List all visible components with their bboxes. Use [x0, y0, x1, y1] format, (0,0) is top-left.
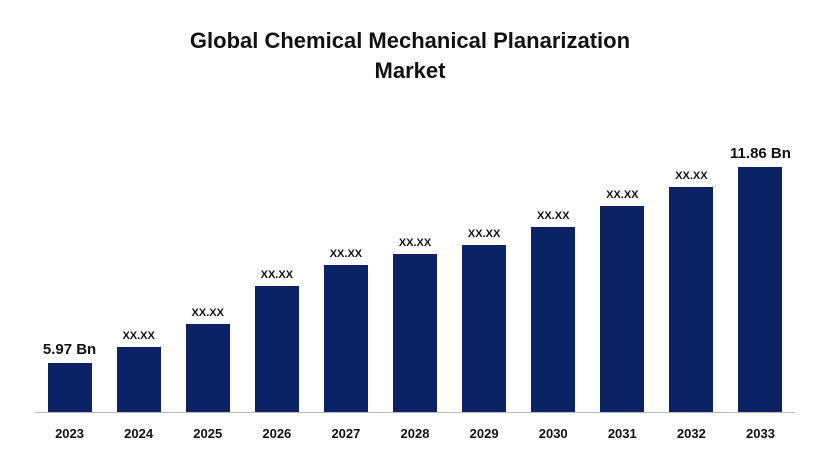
chart-title-line-1: Global Chemical Mechanical Planarization	[189, 28, 631, 53]
chart-title-line-2: Market	[374, 57, 446, 83]
x-axis-label-2033: 2033	[746, 426, 775, 441]
bar-2024	[116, 347, 161, 412]
bar-column-2027: XX.XX	[311, 248, 380, 412]
plot-area: 5.97 Bn XX.XX XX.XX XX.XX XX.XX XX.XX XX.XX XX.…	[35, 102, 795, 413]
bar-value-label-2030: XX.XX	[537, 210, 570, 222]
bar-2026	[254, 286, 299, 412]
x-axis-label-2028: 2028	[400, 426, 430, 441]
bar-value-label-2024: XX.XX	[122, 330, 155, 342]
bar-value-label-2032: XX.XX	[675, 170, 708, 182]
bar-value-label-2027: XX.XX	[329, 248, 363, 260]
bar-2023	[47, 363, 92, 412]
bar-2031	[600, 206, 645, 412]
x-axis-label-2026: 2026	[262, 426, 292, 441]
bar-2027	[323, 265, 368, 412]
bar-column-2030: XX.XX	[519, 210, 588, 412]
bar-value-label-2023: 5.97 Bn	[42, 341, 97, 358]
x-axis-label-2029: 2029	[469, 426, 499, 441]
bar-column-2026: XX.XX	[242, 269, 311, 412]
bar-2025	[185, 324, 230, 412]
x-axis-label-2024: 2024	[124, 426, 154, 441]
bar-column-2025: XX.XX	[173, 307, 242, 412]
x-axis-label-2031: 2031	[607, 426, 637, 441]
chart-title: Global Chemical Mechanical Planarization…	[110, 26, 710, 85]
x-axis-label-2032: 2032	[676, 426, 706, 441]
bar-column-2028: XX.XX	[380, 237, 449, 412]
bar-value-label-2033: 11.86 Bn	[730, 145, 791, 162]
bar-column-2024: XX.XX	[104, 330, 173, 412]
bar-value-label-2031: XX.XX	[606, 189, 639, 201]
bar-column-2033: 11.86 Bn	[726, 145, 795, 412]
bar-value-label-2028: XX.XX	[398, 237, 432, 249]
bar-value-label-2025: XX.XX	[191, 307, 224, 319]
x-axis-label-2023: 2023	[55, 426, 84, 441]
bar-column-2032: XX.XX	[657, 170, 726, 412]
x-axis: 2023 2024 2025 2026 2027 2028 2029 2030 2031 2032…	[35, 426, 795, 441]
bar-2029	[462, 245, 507, 412]
bar-column-2023: 5.97 Bn	[35, 341, 104, 412]
bar-2030	[531, 227, 576, 412]
bar-value-label-2029: XX.XX	[467, 228, 501, 240]
bar-value-label-2026: XX.XX	[260, 269, 294, 281]
bar-2033	[738, 167, 783, 412]
x-axis-label-2027: 2027	[331, 426, 361, 441]
bar-column-2029: XX.XX	[450, 228, 519, 412]
bar-2028	[393, 254, 438, 412]
x-axis-label-2030: 2030	[538, 426, 568, 441]
x-axis-label-2025: 2025	[193, 426, 223, 441]
bar-2032	[669, 187, 714, 412]
bar-column-2031: XX.XX	[588, 189, 657, 412]
